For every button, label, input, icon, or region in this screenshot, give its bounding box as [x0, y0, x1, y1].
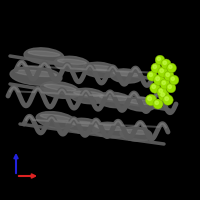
Circle shape	[153, 65, 156, 68]
Ellipse shape	[127, 100, 153, 104]
Ellipse shape	[54, 56, 90, 72]
Circle shape	[162, 81, 166, 85]
Circle shape	[152, 85, 156, 89]
Ellipse shape	[124, 97, 156, 111]
Ellipse shape	[36, 112, 76, 128]
Circle shape	[164, 71, 174, 81]
Circle shape	[147, 71, 157, 81]
Circle shape	[153, 99, 163, 109]
Ellipse shape	[44, 84, 76, 91]
Circle shape	[165, 97, 169, 101]
Ellipse shape	[110, 69, 142, 83]
Ellipse shape	[24, 48, 64, 64]
Ellipse shape	[74, 91, 102, 96]
Circle shape	[157, 87, 167, 97]
Ellipse shape	[10, 67, 62, 85]
Circle shape	[154, 75, 164, 85]
Ellipse shape	[15, 70, 57, 77]
Circle shape	[163, 95, 173, 105]
Circle shape	[145, 94, 157, 106]
Ellipse shape	[40, 82, 80, 98]
Ellipse shape	[70, 121, 98, 126]
Circle shape	[149, 73, 153, 76]
Ellipse shape	[113, 72, 139, 76]
Ellipse shape	[100, 95, 128, 100]
Circle shape	[155, 101, 158, 105]
Ellipse shape	[86, 65, 114, 70]
Circle shape	[166, 83, 176, 93]
Circle shape	[168, 85, 171, 88]
Ellipse shape	[96, 92, 132, 108]
Circle shape	[159, 89, 163, 92]
Ellipse shape	[28, 51, 60, 56]
Circle shape	[159, 91, 169, 101]
Circle shape	[167, 63, 176, 73]
Circle shape	[151, 63, 161, 73]
Circle shape	[155, 55, 165, 65]
Circle shape	[160, 79, 170, 89]
Circle shape	[157, 57, 160, 60]
Ellipse shape	[92, 122, 128, 138]
Circle shape	[158, 67, 168, 77]
Ellipse shape	[96, 125, 124, 130]
Ellipse shape	[40, 114, 72, 121]
Ellipse shape	[123, 130, 149, 134]
Circle shape	[171, 77, 174, 80]
Circle shape	[163, 61, 166, 64]
Circle shape	[148, 97, 152, 101]
Circle shape	[161, 59, 171, 69]
Circle shape	[166, 73, 170, 76]
Ellipse shape	[82, 62, 118, 78]
Circle shape	[160, 69, 164, 73]
Circle shape	[169, 75, 179, 85]
Circle shape	[161, 93, 165, 97]
Ellipse shape	[66, 118, 102, 134]
Circle shape	[169, 65, 172, 68]
Ellipse shape	[120, 127, 152, 141]
Circle shape	[156, 77, 160, 81]
Circle shape	[150, 83, 160, 93]
Ellipse shape	[58, 59, 86, 64]
Ellipse shape	[70, 88, 106, 104]
